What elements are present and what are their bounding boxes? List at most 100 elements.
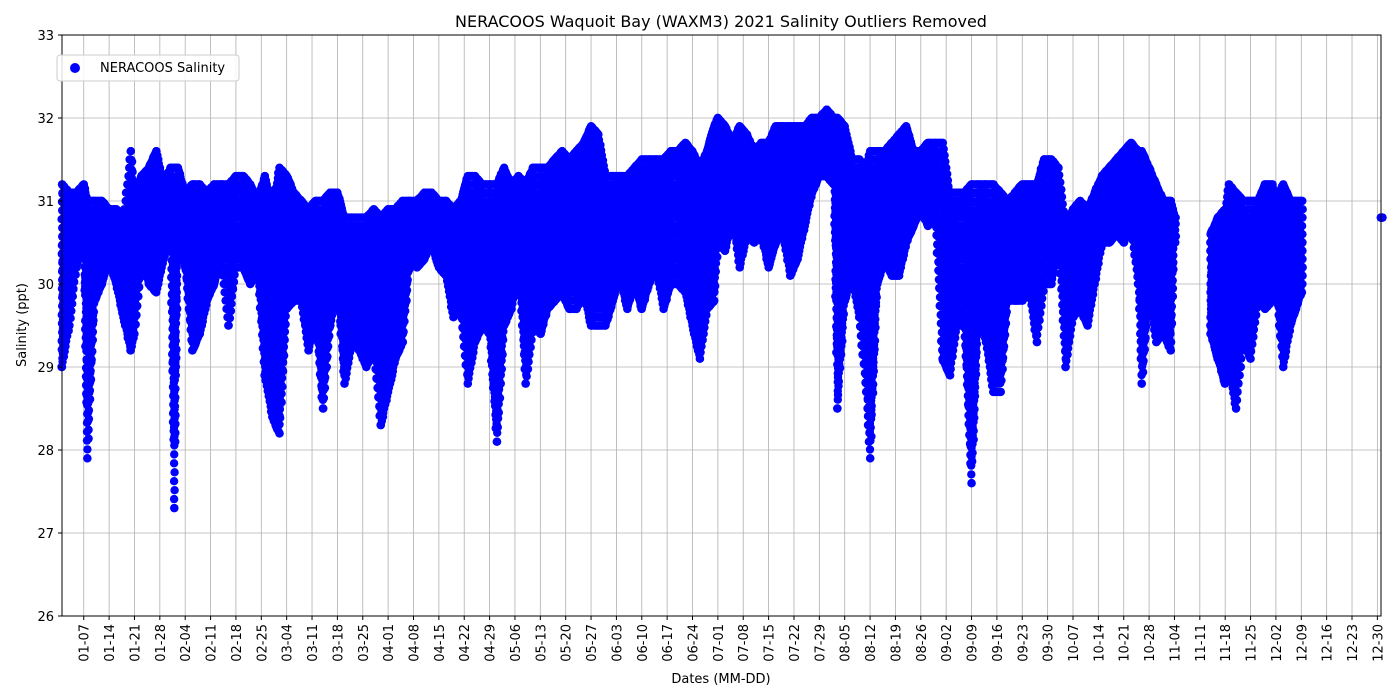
data-point: [276, 405, 284, 413]
data-point: [172, 296, 180, 304]
data-point: [66, 314, 74, 322]
data-point: [85, 415, 93, 423]
data-point: [172, 354, 180, 362]
data-point: [112, 205, 120, 213]
data-point: [227, 307, 235, 315]
data-point: [132, 320, 140, 328]
data-point: [159, 255, 167, 263]
data-point: [170, 486, 178, 494]
data-point: [210, 180, 218, 188]
data-point: [170, 477, 178, 485]
data-point: [88, 356, 96, 364]
data-point: [72, 271, 80, 279]
data-point: [283, 172, 291, 180]
data-point: [89, 328, 97, 336]
data-point: [127, 346, 135, 354]
data-point: [324, 342, 332, 350]
data-point: [297, 197, 305, 205]
data-point: [171, 438, 179, 446]
data-point: [203, 189, 211, 197]
data-point: [312, 313, 320, 321]
data-point: [172, 328, 180, 336]
data-point: [112, 280, 120, 288]
data-point: [130, 189, 138, 197]
data-point: [229, 285, 237, 293]
data-point: [210, 280, 218, 288]
data-point: [217, 180, 225, 188]
data-point: [69, 285, 77, 293]
data-point: [230, 278, 238, 286]
data-point: [84, 434, 92, 442]
data-point: [230, 271, 238, 279]
data-point: [172, 337, 180, 345]
data-point: [134, 292, 142, 300]
data-point: [83, 197, 91, 205]
data-point: [232, 263, 240, 271]
data-point: [86, 386, 94, 394]
data-point: [304, 346, 312, 354]
data-point: [83, 454, 91, 462]
data-point: [98, 280, 106, 288]
data-point: [254, 263, 262, 271]
data-point: [174, 164, 182, 172]
data-point: [276, 414, 284, 422]
data-point: [246, 280, 254, 288]
data-point: [325, 332, 333, 340]
data-point: [133, 302, 141, 310]
data-point: [268, 413, 276, 421]
data-point: [304, 205, 312, 213]
data-point: [90, 296, 98, 304]
data-point: [173, 263, 181, 271]
data-point: [145, 164, 153, 172]
data-point: [196, 180, 204, 188]
data-point: [281, 320, 289, 328]
data-point: [135, 283, 143, 291]
data-point: [281, 328, 289, 336]
data-point: [188, 346, 196, 354]
data-point: [326, 321, 334, 329]
data-point: [172, 345, 180, 353]
data-point: [145, 280, 153, 288]
data-point: [86, 367, 94, 375]
data-point: [65, 321, 73, 329]
chart-title: NERACOOS Waquoit Bay (WAXM3) 2021 Salini…: [455, 12, 987, 31]
data-point: [170, 459, 178, 467]
data-point: [323, 363, 331, 371]
data-point: [319, 197, 327, 205]
data-point: [282, 312, 290, 320]
data-point: [90, 308, 98, 316]
data-point: [67, 307, 75, 315]
data-point: [171, 393, 179, 401]
data-point: [69, 292, 77, 300]
data-point: [321, 373, 329, 381]
data-point: [86, 395, 94, 403]
data-point: [171, 402, 179, 410]
data-point: [254, 197, 262, 205]
data-point: [70, 278, 78, 286]
data-point: [290, 189, 298, 197]
data-point: [89, 316, 97, 324]
data-point: [87, 375, 95, 383]
data-point: [275, 164, 283, 172]
data-point: [130, 330, 138, 338]
data-point: [226, 314, 234, 322]
data-point: [196, 330, 204, 338]
data-point: [246, 180, 254, 188]
data-point: [171, 429, 179, 437]
data-point: [278, 398, 286, 406]
data-point: [171, 411, 179, 419]
data-point: [173, 272, 181, 280]
data-point: [275, 429, 283, 437]
data-point: [281, 336, 289, 344]
data-point: [83, 445, 91, 453]
data-point: [261, 371, 269, 379]
data-point: [128, 157, 136, 165]
data-point: [279, 367, 287, 375]
data-point: [323, 352, 331, 360]
data-point: [319, 404, 327, 412]
data-point: [72, 263, 80, 271]
data-point: [85, 406, 93, 414]
data-point: [188, 180, 196, 188]
data-point: [152, 147, 160, 155]
